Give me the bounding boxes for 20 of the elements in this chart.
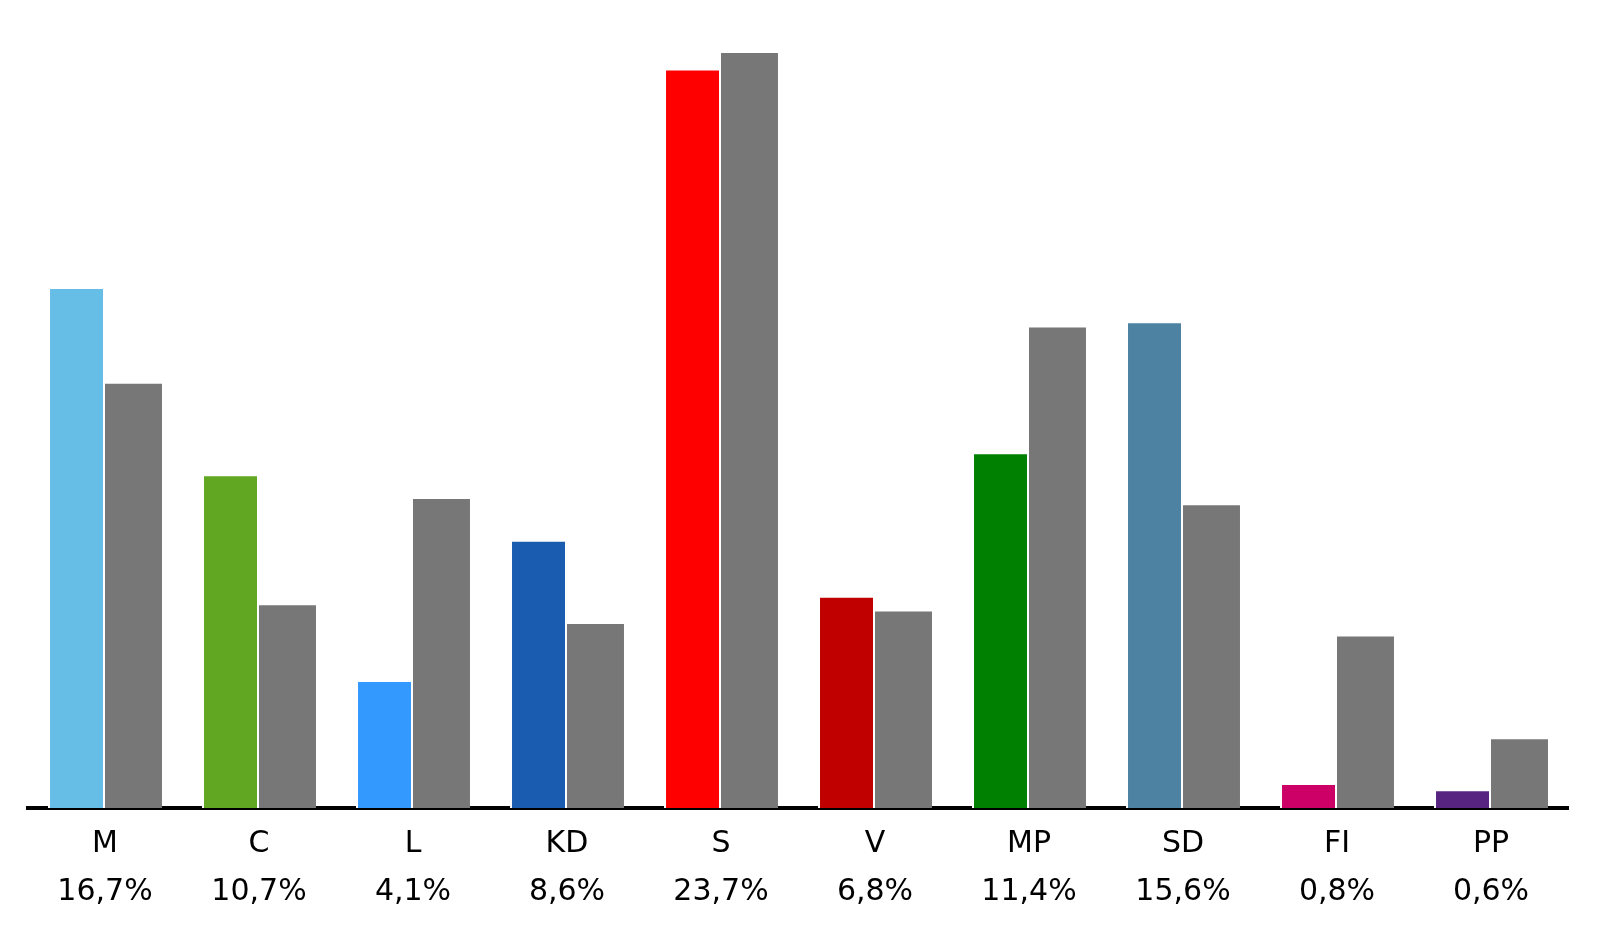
- x-tick-label: L: [404, 823, 422, 859]
- data-label: 23,7%: [673, 871, 769, 907]
- data-label: 0,8%: [1298, 871, 1376, 907]
- x-tick-label: MP: [1007, 823, 1051, 859]
- x-tick-label: SD: [1161, 823, 1205, 859]
- x-tick-label: FI: [1323, 823, 1351, 859]
- x-tick-label: M: [92, 823, 118, 859]
- data-label: 11,4%: [981, 871, 1077, 907]
- x-tick-label: V: [864, 823, 886, 859]
- x-tick-label: KD: [545, 823, 589, 859]
- data-label: 16,7%: [57, 871, 153, 907]
- data-label: 8,6%: [528, 871, 606, 907]
- x-tick-label: C: [248, 823, 270, 859]
- data-label: 6,8%: [836, 871, 914, 907]
- data-label: 4,1%: [374, 871, 452, 907]
- data-label: 0,6%: [1452, 871, 1530, 907]
- data-label: 10,7%: [211, 871, 307, 907]
- x-tick-label: S: [711, 823, 731, 859]
- data-label: 15,6%: [1135, 871, 1231, 907]
- x-tick-label: PP: [1472, 823, 1510, 859]
